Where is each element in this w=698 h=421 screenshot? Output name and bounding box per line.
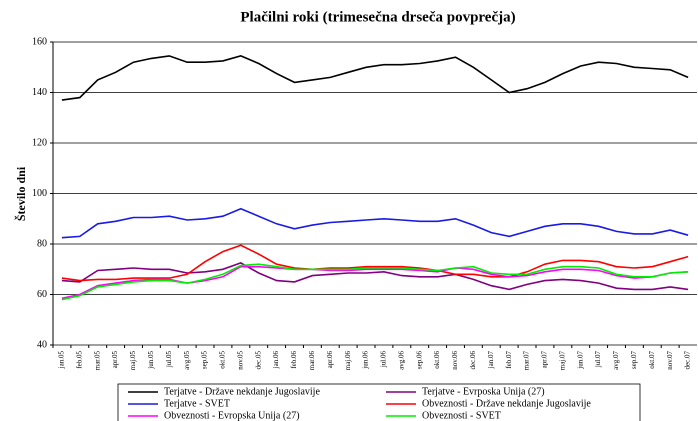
y-tick-label: 80 — [37, 238, 47, 249]
x-tick-label: avg.06 — [397, 351, 405, 370]
x-tick-label: dec.07 — [684, 351, 692, 370]
series-line — [61, 244, 689, 282]
x-tick-label: apr.07 — [541, 351, 549, 369]
legend-box — [117, 383, 641, 421]
series-line — [61, 262, 689, 291]
x-tick-label: maj.07 — [558, 351, 566, 371]
x-tick-label: jul.07 — [594, 351, 602, 369]
x-tick-label: mar.05 — [93, 351, 101, 371]
x-tick-label: maj.05 — [129, 351, 137, 371]
legend-label: Terjatve - SVET — [164, 398, 230, 409]
legend-label: Obveznosti - SVET — [422, 410, 501, 421]
legend-label: Terjatve - Države nekdanje Jugoslavije — [164, 386, 320, 397]
x-tick-label: feb.07 — [505, 351, 513, 369]
series-line — [61, 265, 689, 300]
x-tick-label: jun.07 — [576, 351, 584, 370]
x-tick-label: feb.06 — [290, 351, 298, 369]
x-tick-label: maj.06 — [344, 351, 352, 371]
x-tick-label: jul.05 — [165, 351, 173, 369]
y-tick-label: 160 — [32, 36, 47, 47]
x-tick-label: dec.06 — [469, 351, 477, 370]
x-tick-label: sep.06 — [415, 351, 423, 370]
x-tick-label: nov.05 — [236, 351, 244, 370]
y-tick-label: 140 — [32, 87, 47, 98]
x-tick-label: jun.06 — [362, 351, 370, 370]
x-tick-label: apr.06 — [326, 351, 334, 369]
x-tick-label: dec.05 — [254, 351, 262, 370]
x-tick-label: sep.07 — [630, 351, 638, 370]
y-tick-label: 100 — [32, 188, 47, 199]
x-tick-label: feb.05 — [75, 351, 83, 369]
x-tick-label: jun.05 — [147, 351, 155, 370]
x-tick-label: jan.07 — [487, 351, 495, 370]
x-tick-label: avg.05 — [183, 351, 191, 370]
y-tick-label: 40 — [37, 339, 47, 350]
legend-label: Obveznosti - Države nekdanje Jugoslavije — [422, 398, 591, 409]
x-tick-label: mar.07 — [523, 351, 531, 371]
x-tick-label: nov.06 — [451, 351, 459, 370]
legend-label: Terjatve - Evrposka Unija (27) — [422, 386, 545, 397]
x-tick-label: apr.05 — [111, 351, 119, 369]
series-line — [61, 263, 689, 301]
y-axis-label: Število dni — [14, 166, 28, 221]
y-tick-label: 60 — [37, 289, 47, 300]
x-tick-label: okt.05 — [219, 351, 227, 369]
x-tick-label: mar.06 — [308, 351, 316, 371]
x-tick-label: okt.07 — [648, 351, 656, 369]
chart-title: Plačilni roki (trimesečna drseča povpreč… — [240, 9, 515, 25]
x-tick-label: jan.06 — [272, 351, 280, 370]
series-line — [61, 55, 689, 101]
y-tick-label: 120 — [32, 137, 47, 148]
x-tick-label: nov.07 — [666, 351, 674, 370]
x-tick-label: jan.05 — [58, 351, 66, 370]
x-tick-label: okt.06 — [433, 351, 441, 369]
legend-label: Obveznosti - Evropska Unija (27) — [164, 410, 300, 421]
x-tick-label: avg.07 — [612, 351, 620, 370]
x-tick-label: sep.05 — [201, 351, 209, 370]
series-line — [61, 207, 689, 239]
x-tick-label: jul.06 — [380, 351, 388, 369]
